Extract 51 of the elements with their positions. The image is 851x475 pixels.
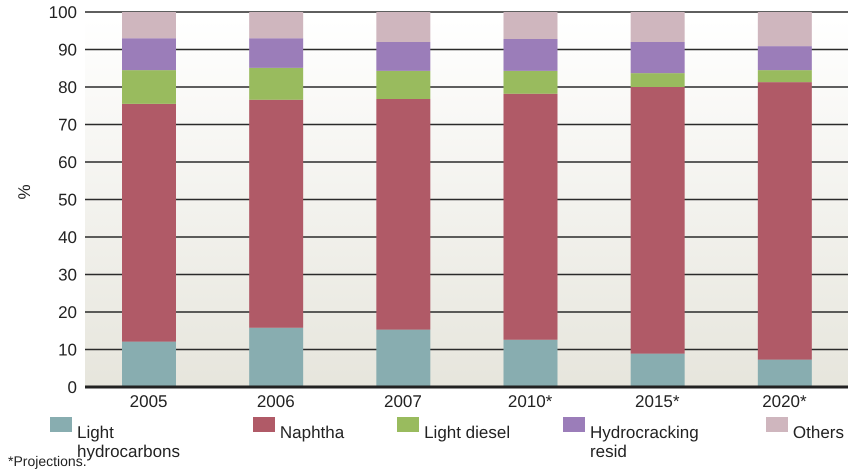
bar bbox=[376, 99, 430, 330]
bar bbox=[504, 39, 558, 71]
y-tick-label: 0 bbox=[68, 378, 77, 398]
bar bbox=[122, 38, 176, 70]
y-tick-label: 90 bbox=[58, 40, 77, 60]
y-tick-label: 60 bbox=[58, 153, 77, 172]
y-tick-label: 80 bbox=[58, 78, 77, 98]
bar bbox=[758, 82, 812, 360]
legend-label: Light diesel bbox=[424, 423, 510, 442]
x-tick-label: 2020* bbox=[762, 392, 808, 412]
bar bbox=[758, 360, 812, 387]
bar bbox=[630, 42, 685, 74]
bar bbox=[758, 70, 812, 82]
bar bbox=[376, 330, 430, 387]
bar bbox=[122, 70, 176, 104]
bar bbox=[122, 342, 176, 387]
bar bbox=[504, 70, 558, 94]
bar bbox=[122, 104, 176, 342]
x-tick-label: 2006 bbox=[256, 392, 295, 412]
bar bbox=[758, 46, 812, 70]
bar bbox=[376, 70, 430, 99]
bar bbox=[630, 354, 685, 387]
bar bbox=[249, 12, 304, 38]
y-tick-label: 70 bbox=[58, 116, 77, 135]
x-tick-label: 2015* bbox=[635, 392, 680, 412]
x-tick-label: 2007 bbox=[384, 392, 422, 412]
x-tick-label: 2005 bbox=[130, 392, 168, 412]
bar bbox=[504, 94, 558, 340]
legend-label: Naphtha bbox=[280, 423, 344, 442]
legend-label: Hydrocracking resid bbox=[590, 423, 700, 461]
legend-label: Others bbox=[792, 423, 844, 442]
x-tick-label: 2010* bbox=[508, 392, 553, 412]
y-tick-label: 20 bbox=[58, 303, 77, 322]
bar bbox=[630, 73, 685, 87]
bar bbox=[249, 328, 304, 387]
bar bbox=[249, 68, 304, 100]
y-tick-label: 30 bbox=[58, 266, 77, 285]
bar bbox=[249, 100, 304, 328]
y-tick-label: 50 bbox=[58, 190, 77, 210]
y-tick-label: 10 bbox=[58, 340, 77, 360]
bar bbox=[630, 87, 685, 354]
y-tick-label: 40 bbox=[58, 228, 77, 248]
bar bbox=[249, 38, 304, 68]
bar bbox=[376, 12, 430, 42]
bar bbox=[504, 340, 558, 387]
y-axis-title: % bbox=[15, 184, 34, 200]
bar bbox=[758, 12, 812, 46]
bar bbox=[504, 12, 558, 39]
bar bbox=[376, 42, 430, 71]
bar bbox=[122, 12, 176, 38]
y-tick-label: 100 bbox=[48, 3, 77, 22]
